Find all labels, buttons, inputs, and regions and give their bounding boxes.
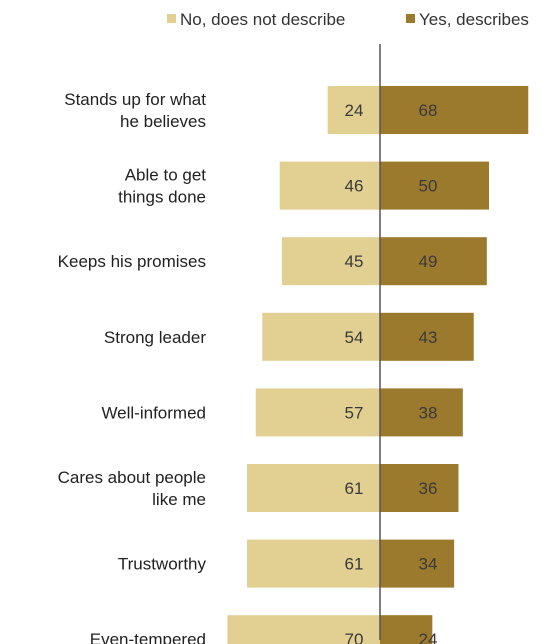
category-label-line: Strong leader xyxy=(104,328,206,347)
data-label-no: 61 xyxy=(345,555,364,574)
bar-no xyxy=(247,539,380,588)
bar-yes xyxy=(380,464,459,512)
bar-yes xyxy=(380,86,529,134)
data-label-no: 57 xyxy=(345,403,364,422)
category-label: Strong leader xyxy=(104,328,206,347)
bar-no xyxy=(281,237,380,286)
bar-no xyxy=(279,161,380,210)
bar-yes xyxy=(380,615,433,644)
category-label: Cares about people like me xyxy=(58,468,206,509)
category-label: Trustworthy xyxy=(118,555,207,574)
data-label-yes: 24 xyxy=(419,630,438,644)
category-label-line: Keeps his promises xyxy=(58,252,206,271)
category-label: Even-tempered xyxy=(90,630,206,644)
category-label: Well-informed xyxy=(101,403,206,422)
bar-row: 61 36 Cares about people like me xyxy=(58,464,459,512)
data-label-no: 61 xyxy=(345,479,364,498)
bar-row: 61 34 Trustworthy xyxy=(118,539,455,588)
bar-row: 54 43 Strong leader xyxy=(104,312,474,361)
bar-row: 57 38 Well-informed xyxy=(101,388,463,437)
bar-yes xyxy=(380,161,489,210)
category-label-line: Even-tempered xyxy=(90,630,206,644)
category-label-line: like me xyxy=(152,490,206,509)
data-label-yes: 36 xyxy=(419,479,438,498)
data-label-yes: 50 xyxy=(419,177,438,196)
bar-yes xyxy=(380,539,455,588)
bar-yes xyxy=(380,312,474,361)
legend-no-label: No, does not describe xyxy=(180,10,345,29)
category-label-line: Well-informed xyxy=(101,403,206,422)
data-label-no: 45 xyxy=(345,252,364,271)
bar-row: 70 24 Even-tempered xyxy=(90,615,438,644)
bar-no xyxy=(247,464,380,512)
data-label-no: 24 xyxy=(345,101,364,120)
legend: No, does not describe Yes, describes xyxy=(167,10,529,29)
bar-no xyxy=(227,615,380,644)
category-label-line: Cares about people xyxy=(58,468,206,487)
legend-yes-swatch xyxy=(406,14,415,23)
data-label-yes: 68 xyxy=(419,101,438,120)
bar-row: 46 50 Able to get things done xyxy=(118,161,489,210)
bar-yes xyxy=(380,237,487,286)
legend-yes-label: Yes, describes xyxy=(419,10,529,29)
data-label-yes: 49 xyxy=(419,252,438,271)
data-label-yes: 34 xyxy=(419,555,438,574)
bar-no xyxy=(255,388,380,437)
category-label-line: Able to get xyxy=(125,166,207,185)
data-label-yes: 43 xyxy=(419,328,438,347)
data-label-no: 70 xyxy=(345,630,364,644)
bar-yes xyxy=(380,388,463,437)
data-label-no: 46 xyxy=(345,177,364,196)
data-label-yes: 38 xyxy=(419,403,438,422)
category-label-line: Trustworthy xyxy=(118,555,207,574)
category-label-line: Stands up for what xyxy=(64,90,206,109)
bar-row: 24 68 Stands up for what he believes xyxy=(64,86,529,134)
category-label: Keeps his promises xyxy=(58,252,206,271)
legend-no-swatch xyxy=(167,14,176,23)
bar-row: 45 49 Keeps his promises xyxy=(58,237,487,286)
bar-no xyxy=(327,86,380,134)
category-label-line: things done xyxy=(118,188,206,207)
category-label: Able to get things done xyxy=(118,166,206,207)
data-label-no: 54 xyxy=(345,328,364,347)
bars: 24 68 Stands up for what he believes 46 50 Abl… xyxy=(58,86,529,644)
category-label: Stands up for what he believes xyxy=(64,90,206,131)
bar-no xyxy=(262,312,380,361)
category-label-line: he believes xyxy=(120,112,206,131)
